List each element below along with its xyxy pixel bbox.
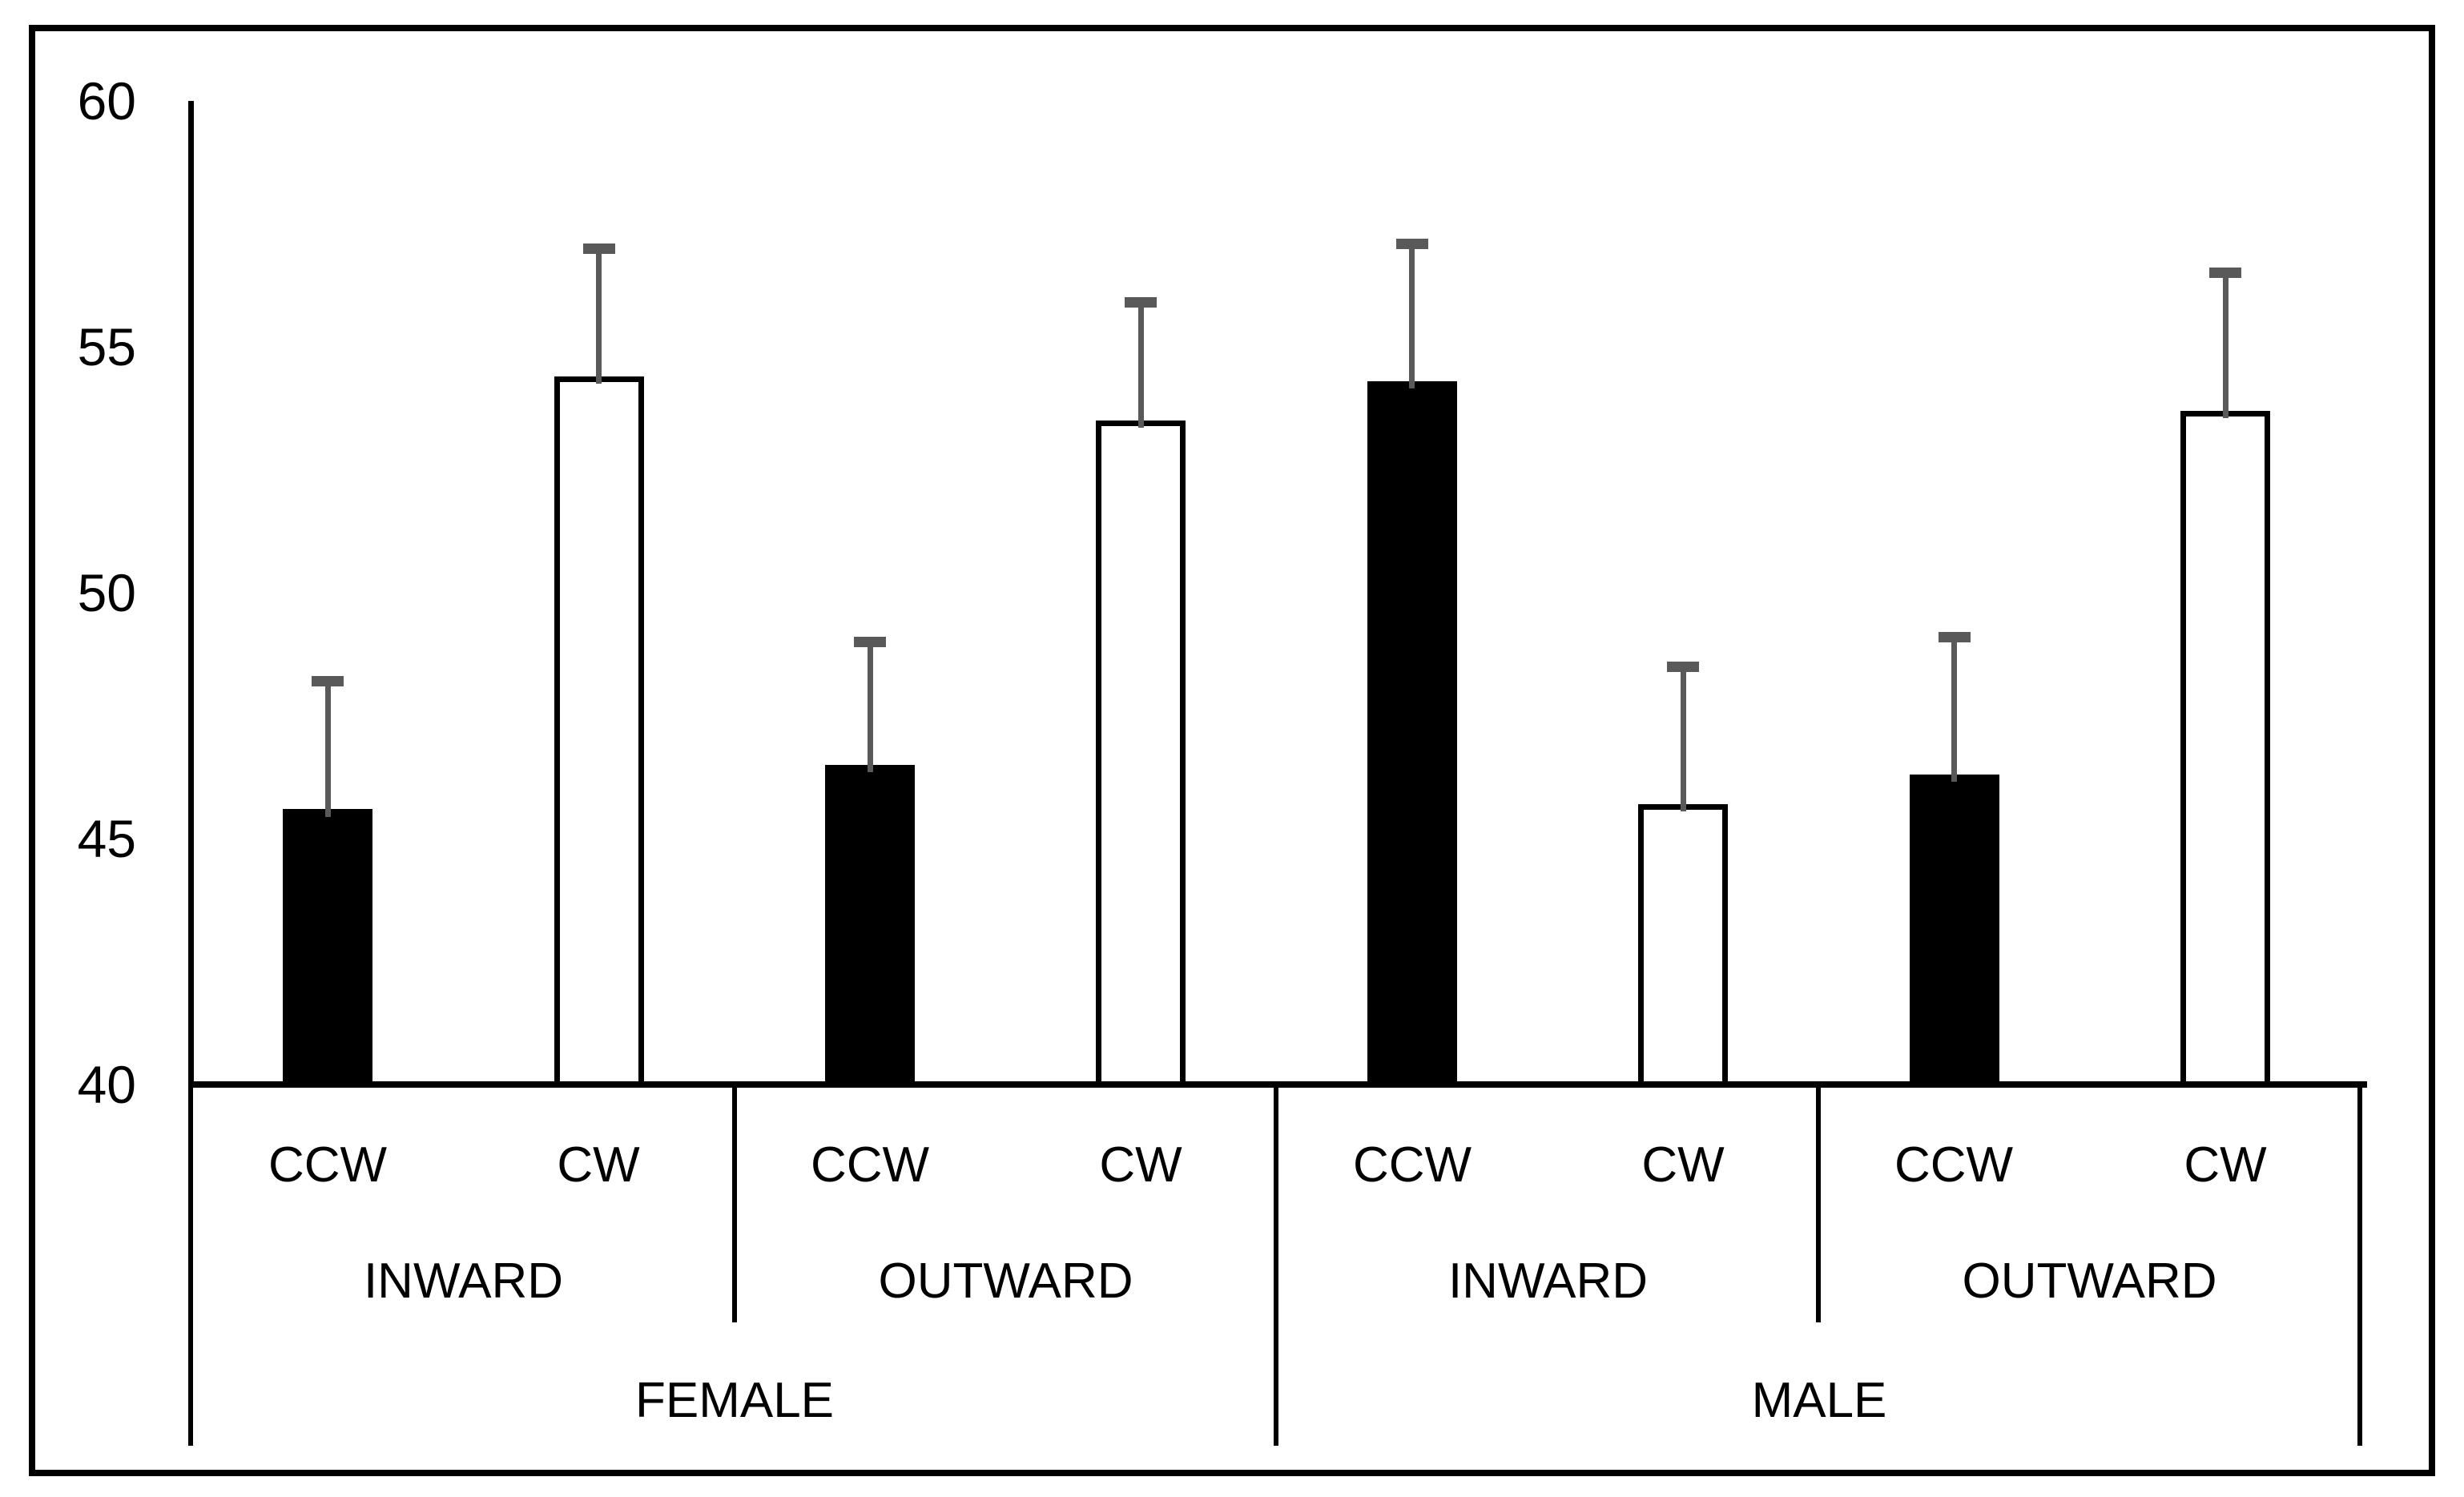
error-bar-whisker [325,682,331,817]
x-label-direction: OUTWARD [878,1254,1133,1309]
y-tick-label: 55 [77,317,136,376]
error-bar-whisker [2223,273,2228,418]
figure-border [29,25,2435,1476]
error-bar-cap [1396,239,1428,249]
y-tick-label: 40 [77,1055,136,1114]
error-bar-cap [1939,632,1971,642]
sex-divider [188,1085,193,1446]
error-bar-whisker [596,248,602,384]
x-label-direction: INWARD [1447,1254,1649,1309]
x-label-direction: INWARD [363,1254,564,1309]
bar-male-inward-ccw [1367,381,1457,1088]
y-axis-line [188,101,194,1085]
x-label-sex: MALE [1751,1373,1887,1428]
error-bar-cap [583,243,615,254]
bar-female-inward-cw [554,376,644,1088]
bar-male-inward-cw [1638,804,1728,1088]
bar-male-outward-ccw [1910,775,1999,1088]
x-label-rotation: CCW [1894,1137,2014,1193]
x-label-rotation: CW [1099,1137,1182,1193]
y-tick-label: 60 [77,71,136,131]
y-tick-label: 45 [77,809,136,868]
error-bar-cap [2209,268,2241,278]
x-label-rotation: CCW [1352,1137,1472,1193]
error-bar-cap [1667,662,1699,672]
sex-divider [2357,1085,2362,1446]
direction-divider [1816,1085,1821,1322]
error-bar-cap [854,637,886,647]
bar-female-inward-ccw [283,809,372,1088]
bar-female-outward-ccw [825,765,915,1088]
x-label-rotation: CW [2184,1137,2267,1193]
x-label-rotation: CW [1641,1137,1725,1193]
error-bar-cap [312,676,344,686]
error-bar-whisker [1409,243,1415,388]
bar-female-outward-cw [1096,421,1186,1088]
error-bar-whisker [1138,303,1144,428]
x-label-rotation: CW [557,1137,640,1193]
x-label-rotation: CCW [268,1137,388,1193]
x-label-direction: OUTWARD [1962,1254,2217,1309]
sex-divider [1274,1085,1278,1446]
error-bar-whisker [1681,666,1686,811]
x-label-sex: FEMALE [634,1373,835,1428]
error-bar-cap [1125,297,1157,308]
x-label-rotation: CCW [810,1137,930,1193]
y-tick-label: 50 [77,563,136,622]
direction-divider [732,1085,737,1322]
bar-male-outward-cw [2180,411,2270,1088]
error-bar-whisker [1951,637,1957,782]
error-bar-whisker [868,642,873,772]
